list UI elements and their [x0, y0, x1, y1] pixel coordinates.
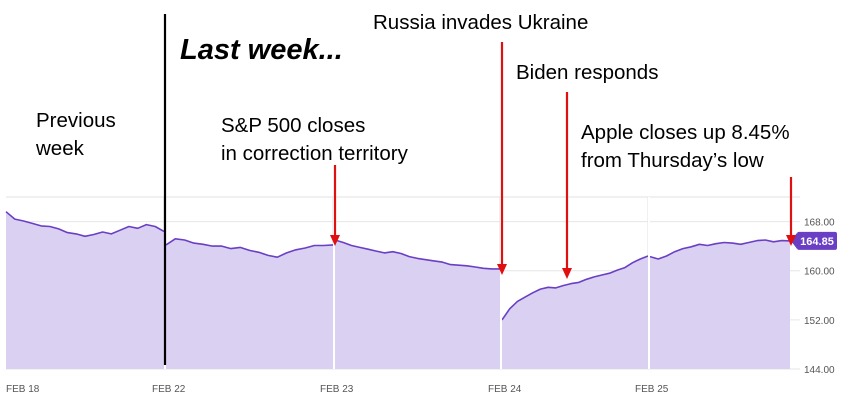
y-tick-label-3: 144.00	[804, 365, 835, 376]
area-session-2	[335, 240, 500, 369]
area-session-1	[166, 238, 333, 369]
x-tick-label-1: FEB 22	[152, 384, 186, 395]
y-tick-label-2: 152.00	[804, 316, 835, 327]
arrow-russia-head	[497, 264, 507, 275]
x-tick-label-0: FEB 18	[6, 384, 40, 395]
line-session-0	[5, 211, 165, 238]
line-session-4	[649, 239, 791, 260]
annotation-previous-week: Previous week	[36, 109, 116, 160]
annotation-apple: Apple closes up 8.45% from Thursday’s lo…	[581, 121, 790, 172]
arrow-biden-head	[562, 268, 572, 279]
line-session-1	[165, 238, 334, 259]
x-tick-label-3: FEB 24	[488, 384, 522, 395]
line-session-3	[501, 255, 649, 321]
price-line	[5, 197, 791, 369]
price-area	[6, 211, 790, 369]
price-badge	[797, 231, 837, 250]
area-session-4	[650, 240, 790, 369]
arrow-apple-head	[786, 235, 796, 246]
annotation-russia: Russia invades Ukraine	[373, 11, 589, 34]
arrow-sp500-head	[330, 235, 340, 246]
x-tick-label-2: FEB 23	[320, 384, 354, 395]
annotation-biden: Biden responds	[516, 61, 659, 84]
x-tick-label-4: FEB 25	[635, 384, 669, 395]
y-tick-label-0: 168.00	[804, 218, 835, 229]
price-badge-label: 164.85	[800, 236, 834, 248]
chart-title: Last week...	[180, 34, 343, 66]
area-session-3	[502, 256, 648, 369]
axis-ticks: 168.00 160.00 152.00 144.00 FEB 18 FEB 22 FEB …	[6, 218, 835, 395]
annotation-marks: 164.85	[163, 14, 837, 365]
line-session-2	[334, 239, 500, 270]
annotation-sp500: S&P 500 closes in correction territory	[221, 114, 408, 165]
area-session-0	[6, 211, 164, 369]
price-badge-pointer	[791, 232, 797, 249]
y-tick-label-1: 160.00	[804, 267, 835, 278]
